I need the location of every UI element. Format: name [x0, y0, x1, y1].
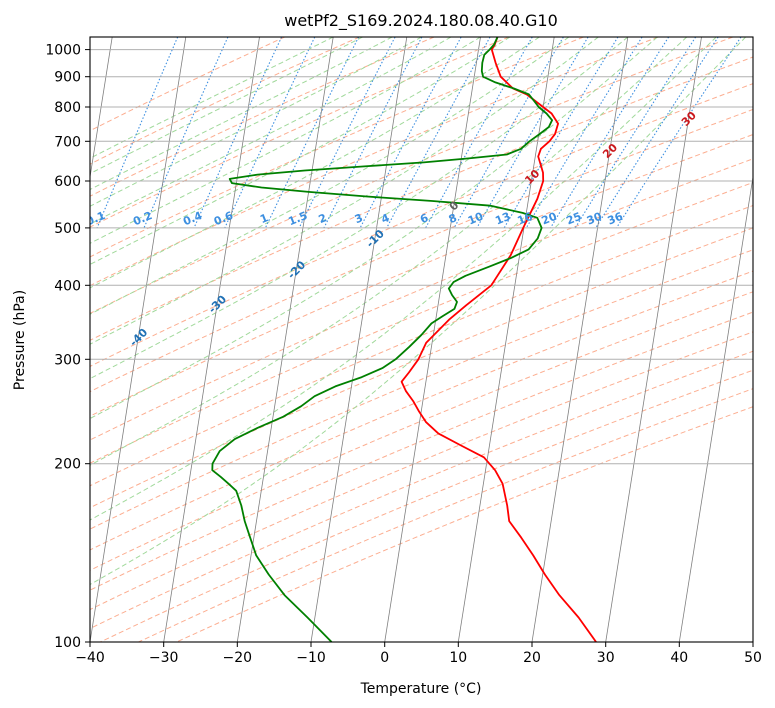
- y-tick-label: 700: [54, 134, 81, 150]
- moist-adiabat-line: [90, 37, 629, 380]
- mixing-ratio-line: [323, 37, 423, 229]
- moist-adiabat-line: [90, 37, 688, 466]
- y-tick-label: 800: [54, 100, 81, 116]
- moist-adiabat-line: [90, 37, 393, 191]
- isotherm-line: [90, 37, 113, 180]
- moist-adiabat-line: [90, 37, 570, 315]
- isotherms: [90, 37, 753, 642]
- isotherm-line: [90, 37, 187, 642]
- y-tick-label: 400: [54, 278, 81, 294]
- dry-adiabat-line: [90, 37, 659, 287]
- mixing-ratio-line: [298, 37, 396, 229]
- moist-adiabat-line: [90, 37, 422, 207]
- isotherm-line: [678, 174, 753, 642]
- plot-background: [90, 37, 753, 642]
- mixing-ratio-label: 2: [317, 211, 329, 226]
- isotherm-line: [163, 37, 260, 642]
- mixing-ratio-label: 36: [606, 210, 625, 228]
- x-tick-label: 30: [597, 650, 615, 666]
- y-tick-label: 500: [54, 221, 81, 237]
- isotherm-line: [752, 639, 753, 642]
- x-tick-label: −40: [75, 650, 105, 666]
- mixing-ratio-label: 8: [447, 211, 459, 226]
- dry-adiabat-line: [90, 204, 753, 487]
- mixing-ratio-label: 30: [585, 210, 604, 228]
- y-tick-label: 600: [54, 174, 81, 190]
- x-tick-label: −30: [149, 650, 179, 666]
- mixing-ratio-label: 25: [564, 210, 583, 228]
- dry-adiabat-line: [90, 181, 753, 464]
- mixing-ratio-label: 3: [353, 211, 365, 226]
- moist-adiabat-line: [90, 37, 481, 244]
- x-tick-label: −10: [296, 650, 326, 666]
- mixing-ratio-label: 16: [515, 210, 534, 228]
- isotherm-line: [531, 37, 629, 642]
- isotherm-label: 40: [757, 82, 775, 102]
- moist-adiabat-line: [90, 37, 717, 521]
- pressure-gridlines: [90, 49, 753, 642]
- moist-adiabat-line: [90, 37, 599, 345]
- y-tick-label: 300: [54, 352, 81, 368]
- temperature-line: [400, 37, 597, 642]
- x-tick-label: 0: [380, 650, 389, 666]
- dry-adiabat-line: [90, 249, 753, 530]
- x-tick-label: 10: [449, 650, 467, 666]
- isotherm-line: [384, 37, 481, 642]
- mixing-ratio-line: [386, 37, 491, 229]
- mixing-ratio-line: [96, 37, 179, 229]
- y-tick-label: 900: [54, 70, 81, 86]
- dry-adiabat-line: [90, 56, 753, 341]
- mixing-ratio-label: 10: [466, 210, 485, 228]
- dry-adiabat-line: [90, 227, 753, 509]
- dry-adiabat-line: [90, 37, 285, 132]
- mixing-ratio-line: [595, 37, 719, 229]
- isotherm-line: [457, 37, 555, 642]
- y-tick-label: 100: [54, 635, 81, 651]
- mixing-ratio-label: 1: [258, 211, 270, 226]
- x-tick-label: 50: [744, 650, 762, 666]
- isotherm-line: [310, 37, 408, 642]
- dewpoint-line: [211, 37, 553, 642]
- dry-adiabat-line: [90, 270, 753, 551]
- mixing-ratio-line: [359, 37, 462, 229]
- moist-adiabats: [90, 37, 747, 586]
- y-tick-label: 1000: [45, 43, 81, 59]
- dry-adiabat-line: [90, 133, 753, 417]
- moist-adiabat-line: [90, 37, 658, 420]
- x-tick-label: 40: [670, 650, 688, 666]
- chart-title: wetPf2_S169.2024.180.08.40.G10: [284, 11, 558, 31]
- moist-adiabat-line: [90, 37, 540, 289]
- mixing-ratio-line: [425, 37, 533, 229]
- dry-adiabat-line: [90, 158, 753, 441]
- x-tick-label: −20: [223, 650, 253, 666]
- mixing-ratio-line: [616, 37, 742, 229]
- mixing-ratio-line: [525, 37, 643, 229]
- y-axis-label: Pressure (hPa): [12, 290, 28, 390]
- mixing-ratio-line: [503, 37, 619, 229]
- sounding-series: [211, 37, 597, 642]
- dry-adiabat-line: [90, 83, 753, 367]
- x-axis-label: Temperature (°C): [360, 681, 482, 697]
- mixing-ratio-labels: 0.1 0.2 0.4 0.6 1 1.5 2 3 4 6 8 10 13 16 20 25 30 36: [90, 209, 625, 228]
- mixing-ratio-line: [550, 37, 670, 229]
- moist-adiabat-line: [90, 37, 747, 586]
- mixing-ratio-label: 20: [540, 210, 559, 228]
- x-axis-ticks: −40 −30 −20 −10 0 10 20 30 40 50: [75, 642, 762, 666]
- moist-adiabat-line: [90, 37, 511, 265]
- dry-adiabat-line: [90, 291, 753, 571]
- x-tick-label: 20: [523, 650, 541, 666]
- mixing-ratio-line: [574, 37, 697, 229]
- mixing-ratio-label: 13: [493, 210, 512, 228]
- y-axis-ticks: 1000 900 800 700 600 500 400 300 200 100: [45, 43, 90, 651]
- plot-frame: [89, 36, 754, 643]
- isotherm-line: [236, 37, 334, 642]
- isotherm-line: [605, 37, 702, 642]
- y-tick-label: 200: [54, 457, 81, 473]
